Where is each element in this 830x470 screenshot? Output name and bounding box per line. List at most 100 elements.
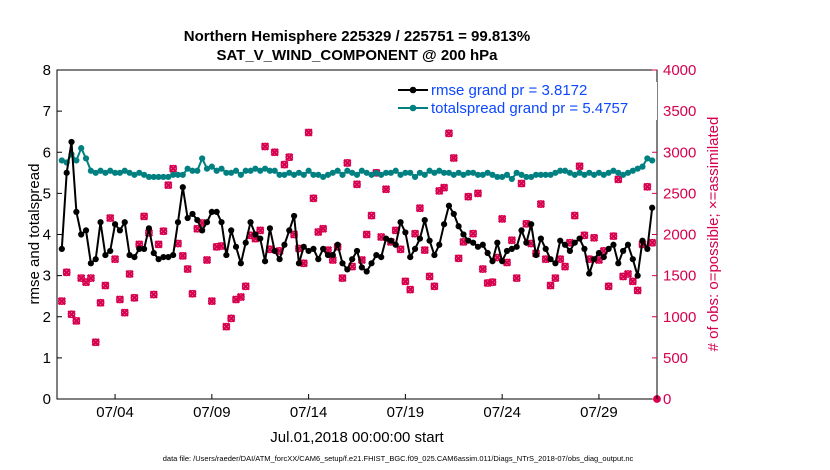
legend-totalspread-label: totalspread grand pr = 5.4757: [431, 100, 628, 117]
obs-assimilated-marker: [570, 211, 579, 220]
y-left-tick-label: 2: [43, 309, 51, 326]
rmse-point: [223, 251, 230, 259]
obs-possible-marker: [111, 255, 119, 264]
obs-assimilated-marker: [498, 214, 507, 223]
obs-assimilated-marker: [536, 199, 545, 209]
obs-possible-marker: [57, 297, 66, 306]
rmse-point: [208, 208, 215, 215]
rmse-point: [561, 241, 569, 248]
obs-possible-marker: [261, 142, 269, 151]
totalspread-point: [252, 165, 259, 172]
rmse-point: [542, 245, 549, 252]
totalspread-point: [605, 169, 612, 176]
rmse-point: [257, 235, 264, 242]
totalspread-point: [532, 171, 540, 178]
rmse-point: [532, 251, 540, 259]
obs-possible-marker: [91, 338, 100, 347]
obs-possible-marker: [536, 200, 545, 208]
totalspread-point: [179, 171, 186, 178]
rmse-point: [590, 256, 598, 263]
totalspread-point: [499, 173, 506, 181]
totalspread-point: [411, 173, 419, 181]
rmse-point: [252, 231, 259, 238]
y-left-tick-label: 7: [43, 103, 51, 120]
totalspread-point: [378, 171, 385, 178]
obs-possible-marker: [106, 214, 115, 222]
rmse-point: [199, 227, 206, 234]
totalspread-point: [228, 169, 235, 176]
obs-possible-marker: [362, 230, 371, 239]
obs-assimilated-marker: [575, 162, 584, 171]
obs-assimilated-marker: [633, 286, 642, 295]
legend-rmse-marker: [409, 86, 417, 94]
y-right-tick-label: 500: [663, 350, 688, 367]
rmse-point: [170, 251, 177, 259]
plot-area: [57, 70, 657, 399]
rmse-point: [121, 219, 128, 226]
totalspread-point: [537, 171, 544, 178]
totalspread-point: [295, 169, 303, 176]
totalspread-point: [426, 167, 433, 174]
obs-assimilated-marker: [140, 212, 149, 221]
obs-possible-marker: [643, 182, 652, 191]
totalspread-point: [223, 169, 230, 176]
obs-possible-marker: [590, 233, 598, 242]
obs-possible-marker: [628, 277, 637, 286]
totalspread-point: [199, 155, 206, 162]
y-right-tick-label: 1500: [663, 268, 696, 285]
obs-assimilated-marker: [590, 233, 599, 242]
totalspread-point: [392, 167, 399, 174]
rmse-point: [407, 254, 414, 261]
totalspread-point: [421, 171, 428, 178]
obs-assimilated-marker: [430, 282, 439, 291]
obs-possible-marker: [67, 310, 76, 319]
obs-assimilated-marker: [72, 316, 81, 325]
rmse-point: [358, 264, 365, 271]
totalspread-point: [82, 155, 90, 162]
obs-assimilated-marker: [125, 269, 134, 279]
obs-possible-marker: [309, 194, 318, 203]
rmse-point: [247, 219, 254, 226]
totalspread-point: [87, 167, 94, 174]
obs-assimilated-marker: [614, 175, 623, 184]
totalspread-point: [489, 171, 496, 178]
rmse-point: [189, 210, 196, 218]
totalspread-point: [194, 167, 201, 174]
obs-assimilated-marker: [236, 292, 245, 302]
obs-assimilated-marker: [507, 236, 516, 245]
obs-possible-marker: [498, 214, 507, 223]
chart-title-line1: Northern Hemisphere 225329 / 225751 = 99…: [184, 28, 530, 45]
rmse-point: [484, 249, 491, 257]
rmse-point: [63, 169, 70, 176]
totalspread-point: [397, 171, 404, 178]
totalspread-point: [170, 171, 177, 178]
rmse-point: [436, 241, 443, 248]
rmse-point: [581, 245, 588, 252]
rmse-point: [111, 221, 119, 228]
obs-assimilated-marker: [207, 297, 216, 306]
obs-assimilated-marker: [57, 297, 66, 306]
totalspread-point: [111, 169, 119, 176]
rmse-point: [499, 258, 506, 265]
totalspread-point: [315, 171, 322, 178]
obs-assimilated-marker: [241, 282, 250, 291]
rmse-point: [276, 256, 283, 263]
totalspread-point: [73, 157, 80, 164]
totalspread-point: [571, 171, 578, 178]
obs-assimilated-marker: [517, 179, 526, 188]
totalspread-point: [78, 145, 85, 152]
obs-assimilated-marker: [401, 277, 410, 286]
totalspread-point: [470, 169, 477, 176]
rmse-point: [440, 221, 448, 228]
rmse-point: [266, 225, 274, 232]
obs-assimilated-marker: [352, 180, 362, 189]
totalspread-point: [257, 167, 264, 174]
obs-assimilated-marker: [478, 264, 487, 274]
totalspread-point: [552, 169, 559, 176]
obs-assimilated-marker: [164, 181, 173, 190]
obs-possible-marker: [474, 189, 482, 198]
rmse-point: [387, 237, 394, 244]
obs-assimilated-marker: [328, 255, 337, 265]
totalspread-point: [528, 173, 535, 181]
